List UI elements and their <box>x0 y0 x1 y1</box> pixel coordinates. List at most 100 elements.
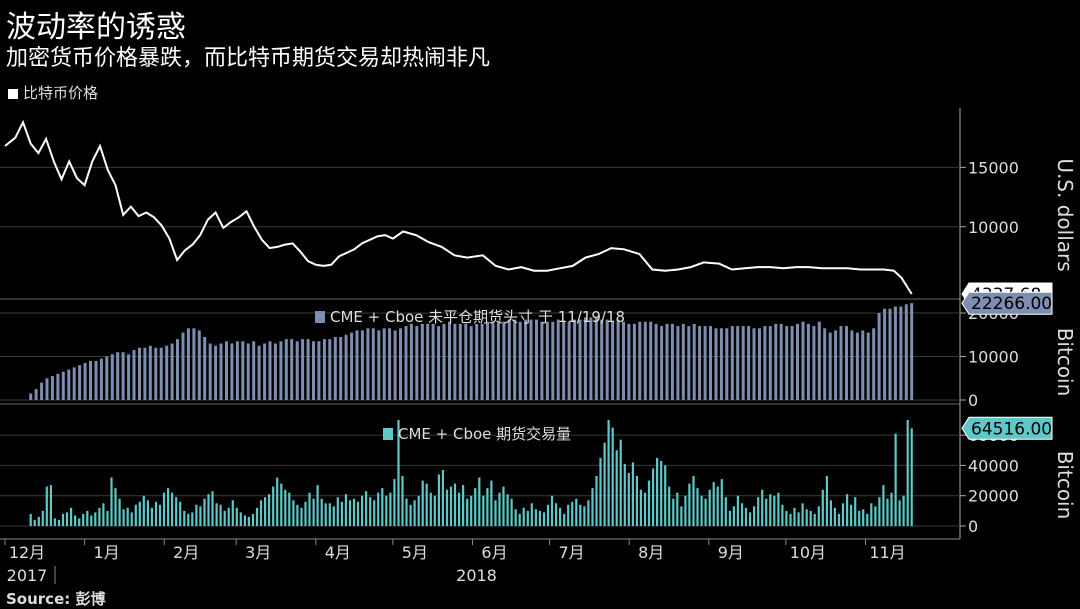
x-month-label: 2月 <box>173 543 199 562</box>
volume-bar <box>724 497 727 526</box>
volume-bar <box>793 507 796 526</box>
open-interest-bar <box>779 323 783 400</box>
open-interest-bar <box>448 321 451 400</box>
volume-bar <box>211 491 214 526</box>
open-interest-bar <box>317 341 321 400</box>
open-interest-bar <box>709 326 712 400</box>
x-month-label: 5月 <box>402 543 428 562</box>
open-interest-bar <box>845 326 848 400</box>
volume-bar <box>37 516 40 526</box>
volume-legend-swatch <box>383 428 393 440</box>
open-interest-bar <box>301 339 305 400</box>
open-interest-bar <box>284 339 288 400</box>
open-interest-bar <box>235 341 239 400</box>
open-interest-bar <box>660 326 664 400</box>
y-tick-label: 10000 <box>968 218 1019 237</box>
volume-bar <box>82 513 85 526</box>
open-interest-bar <box>888 308 892 400</box>
volume-bar <box>854 497 857 526</box>
open-interest-bar <box>638 321 642 400</box>
open-interest-bar <box>399 328 402 400</box>
volume-bar <box>45 486 48 526</box>
open-interest-bar <box>616 319 620 400</box>
volume-bar <box>680 506 683 526</box>
volume-bar <box>587 500 590 526</box>
volume-bar <box>757 497 760 526</box>
y-tick-label: 10000 <box>968 348 1019 367</box>
volume-bar <box>550 495 554 526</box>
open-interest-legend: CME + Cboe 未平仓期货头寸 于 11/19/18 <box>330 308 625 326</box>
volume-bar <box>154 501 158 526</box>
open-interest-bar <box>812 326 816 400</box>
volume-bar <box>61 513 65 526</box>
open-interest-bar <box>796 323 799 400</box>
open-interest-bar <box>855 332 859 400</box>
volume-bar <box>470 495 473 526</box>
open-interest-last-value: 22266.00 <box>971 294 1052 314</box>
volume-bar <box>607 420 610 526</box>
open-interest-bar <box>181 332 185 400</box>
y-tick-label: 0 <box>968 517 978 536</box>
volume-bar <box>373 500 376 526</box>
open-interest-bar <box>774 323 778 400</box>
open-interest-bar <box>714 328 718 400</box>
volume-bar <box>102 503 105 526</box>
volume-bar <box>781 504 784 526</box>
volume-legend: CME + Cboe 期货交易量 <box>398 425 571 443</box>
volume-bar <box>292 500 295 526</box>
volume-bar <box>805 509 808 526</box>
volume-bar <box>530 503 533 526</box>
open-interest-bar <box>643 321 647 400</box>
volume-bar <box>704 498 707 526</box>
open-interest-bar <box>883 308 887 400</box>
open-interest-bar <box>567 321 571 400</box>
volume-bar <box>312 498 315 526</box>
open-interest-bar <box>758 328 761 400</box>
volume-bar <box>239 512 242 526</box>
open-interest-bar <box>273 343 277 400</box>
volume-bar <box>70 507 73 526</box>
volume-bar <box>611 427 614 526</box>
y-axis-title: Bitcoin <box>1053 451 1077 520</box>
open-interest-bar <box>203 337 207 400</box>
volume-bar <box>348 500 352 526</box>
open-interest-bar <box>219 343 223 400</box>
volume-bar <box>405 498 408 526</box>
x-month-label: 3月 <box>245 543 271 562</box>
volume-bar <box>898 500 901 526</box>
open-interest-bar <box>230 343 234 400</box>
volume-bar <box>502 486 505 526</box>
x-month-label: 11月 <box>869 543 905 562</box>
open-interest-bar <box>377 330 381 400</box>
volume-bar <box>522 507 525 526</box>
volume-bar <box>862 509 865 526</box>
open-interest-bar <box>306 339 310 400</box>
open-interest-bar <box>382 328 386 400</box>
volume-bar <box>441 470 444 526</box>
volume-bar <box>142 495 145 526</box>
volume-bar <box>409 504 412 526</box>
volume-bar <box>316 485 319 526</box>
open-interest-bar <box>670 323 674 400</box>
open-interest-bar <box>910 303 914 400</box>
volume-bar <box>324 503 327 526</box>
volume-bar <box>175 497 178 526</box>
volume-bar <box>272 486 275 526</box>
open-interest-bar <box>333 337 337 400</box>
volume-bar <box>615 450 618 526</box>
volume-bar <box>276 477 279 526</box>
open-interest-bar <box>817 321 821 400</box>
open-interest-bar <box>366 328 370 400</box>
volume-bar <box>90 515 93 526</box>
open-interest-bar <box>148 345 152 400</box>
open-interest-bar <box>339 337 343 400</box>
volume-bar <box>397 420 400 526</box>
open-interest-bar <box>866 332 870 400</box>
volume-bar <box>732 506 735 526</box>
open-interest-bar <box>241 341 245 400</box>
open-interest-bar <box>502 321 506 400</box>
volume-bar <box>356 501 360 526</box>
price-legend: 比特币价格 <box>8 82 98 103</box>
volume-bar <box>114 488 117 526</box>
volume-bar <box>78 518 81 526</box>
